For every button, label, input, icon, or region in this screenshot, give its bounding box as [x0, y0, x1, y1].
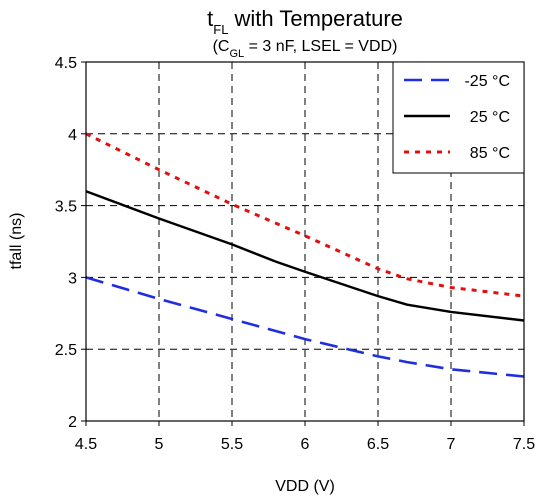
chart-title-base: t	[207, 6, 213, 31]
series--25c-line	[85, 276, 525, 378]
x-tick-label: 6.5	[367, 436, 389, 453]
x-tick-label: 7.5	[513, 436, 535, 453]
x-tick-label: 5	[155, 436, 164, 453]
y-tick-label: 4.5	[55, 55, 77, 72]
y-axis-label: tfall (ns)	[8, 213, 25, 270]
x-tick-label: 4.5	[75, 436, 97, 453]
legend-label: 85 °C	[470, 145, 510, 162]
y-tick-label: 2	[68, 414, 77, 431]
series-25c-line	[85, 190, 525, 322]
chart-subtitle-text: (CGL = 3 nF, LSEL = VDD)	[213, 38, 398, 60]
chart-title-subscript: FL	[213, 22, 228, 37]
y-tick-label: 2.5	[55, 342, 77, 359]
y-tick-label: 3.5	[55, 199, 77, 216]
y-axis-ticks: 2 2.5 3 3.5 4 4.5	[55, 55, 86, 431]
x-axis-ticks: 4.5 5 5.5 6 6.5 7 7.5	[75, 421, 535, 453]
x-axis-label: VDD (V)	[275, 478, 335, 495]
chart-subtitle-open: (C	[213, 38, 230, 55]
legend: -25 °C 25 °C 85 °C	[392, 61, 525, 174]
chart-subtitle-subscript: GL	[229, 48, 244, 60]
chart-subtitle-rest: = 3 nF, LSEL = VDD)	[244, 38, 397, 55]
y-tick-label: 3	[68, 270, 77, 287]
series-85c-line	[85, 132, 525, 298]
x-tick-label: 5.5	[221, 436, 243, 453]
legend-label: 25 °C	[470, 109, 510, 126]
series-lines	[85, 132, 525, 378]
chart-title-rest: with Temperature	[228, 6, 402, 31]
y-tick-label: 4	[68, 127, 77, 144]
x-tick-label: 6	[301, 436, 310, 453]
chart-title-text: tFL with Temperature	[207, 6, 403, 37]
chart-title: tFL with Temperature (CGL = 3 nF, LSEL =…	[207, 6, 403, 60]
legend-label: -25 °C	[464, 73, 510, 90]
x-tick-label: 7	[447, 436, 456, 453]
